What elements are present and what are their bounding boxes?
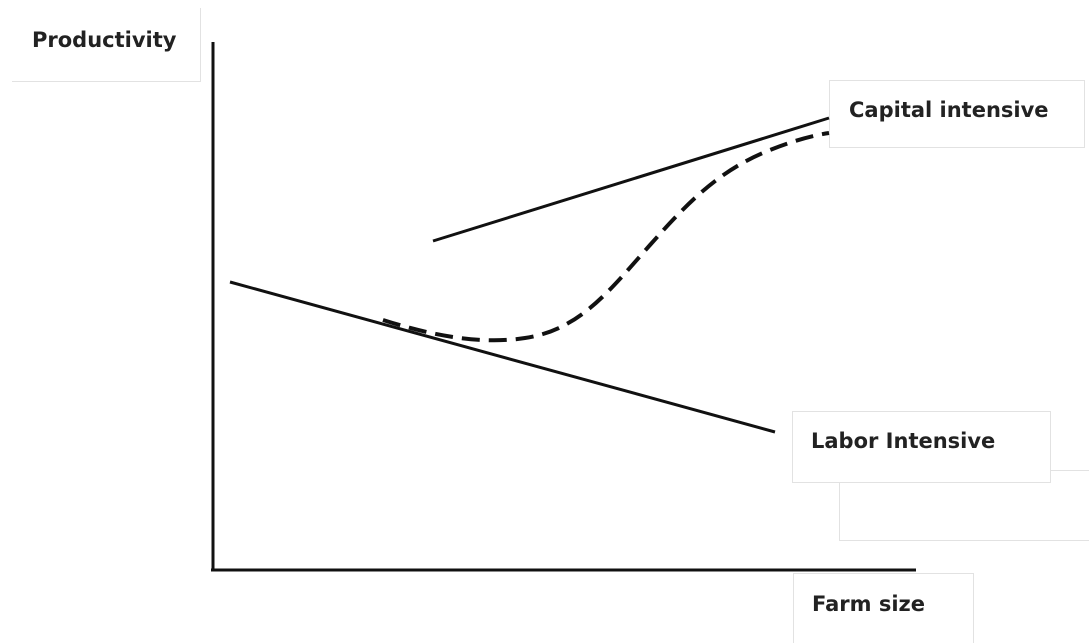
label-box [792,411,1051,483]
transition-curve [382,131,830,343]
x-axis-label: Farm size [812,592,925,616]
capital-label: Capital intensive [849,98,1049,122]
label-box [12,8,201,82]
capital-line [432,116,830,243]
labor-line [229,280,776,434]
label-box [829,80,1085,148]
labor-label: Labor Intensive [811,429,996,453]
y-axis-label: Productivity [32,28,177,52]
label-box [793,573,974,643]
